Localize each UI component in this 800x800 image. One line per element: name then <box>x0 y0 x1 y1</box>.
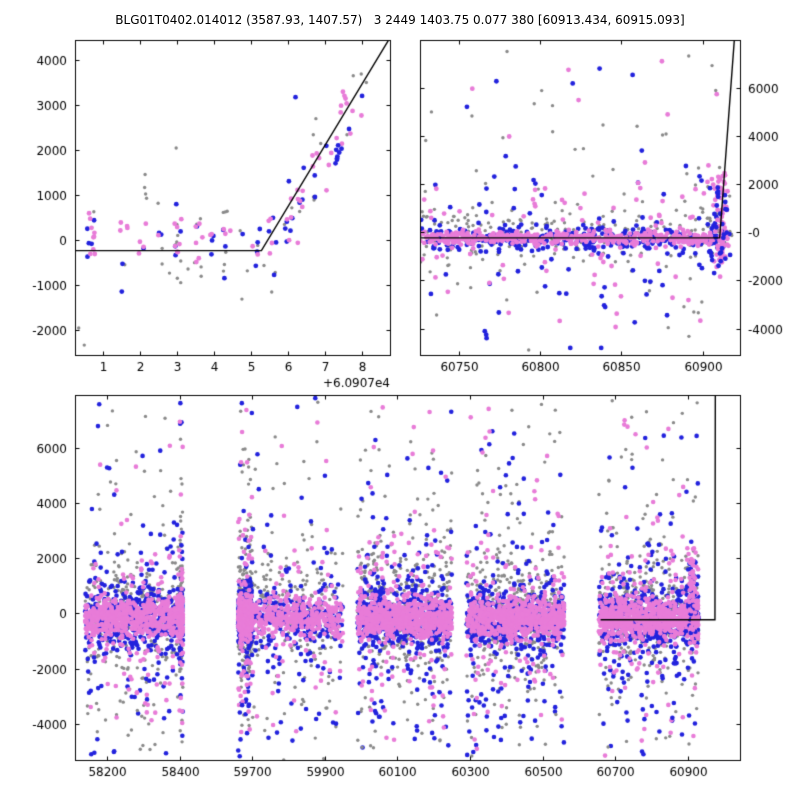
figure-title: BLG01T0402.014012 (3587.93, 1407.57) 3 2… <box>115 13 685 27</box>
